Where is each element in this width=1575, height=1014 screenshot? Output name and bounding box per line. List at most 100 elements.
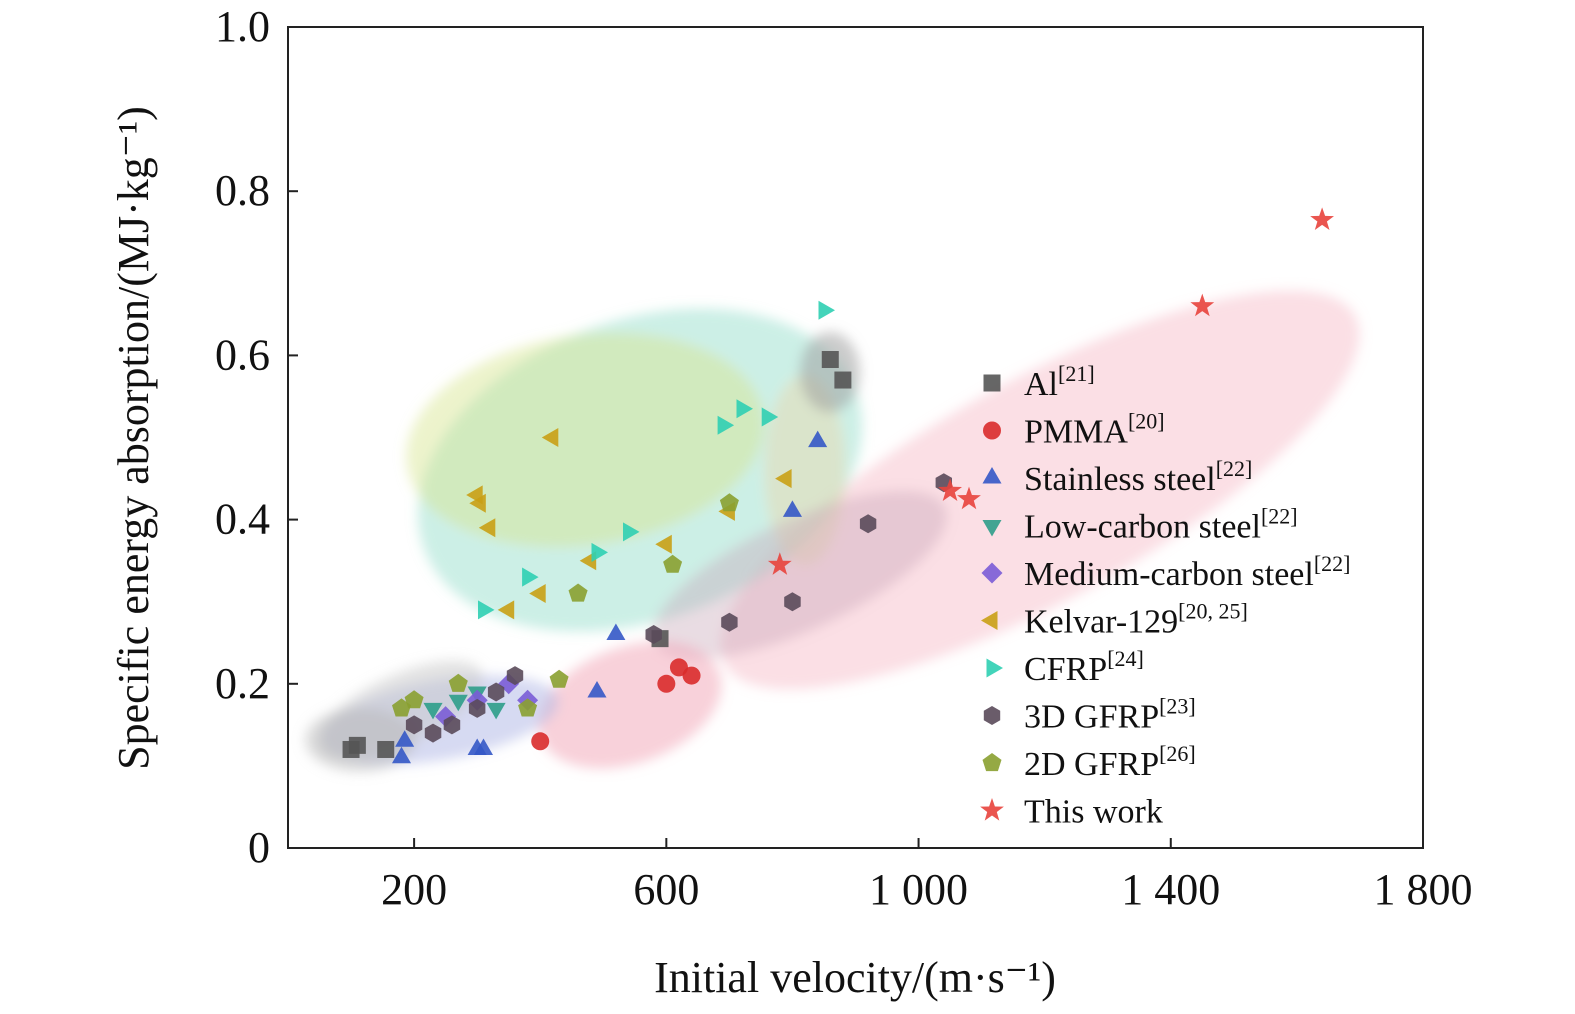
legend-marker (983, 706, 1001, 725)
data-point (761, 407, 779, 427)
legend-marker (981, 562, 1003, 584)
data-point (531, 732, 550, 751)
data-point (938, 478, 962, 501)
series-2d-gfrp (392, 493, 739, 717)
data-point (782, 500, 802, 517)
data-point (392, 746, 411, 764)
data-point (404, 690, 424, 709)
series-kelvar-129 (466, 428, 792, 620)
data-point (478, 518, 496, 538)
data-point (859, 514, 877, 534)
legend-marker (983, 374, 1001, 392)
data-point (657, 674, 676, 693)
x-tick-label: 1 800 (1374, 865, 1473, 914)
legend-reference: [22] (1261, 504, 1298, 529)
legend-marker (983, 421, 1001, 440)
legend-reference: [22] (1314, 551, 1351, 576)
legend-marker (982, 520, 1002, 537)
data-point (767, 552, 792, 575)
legend-item: CFRP[24] (986, 646, 1144, 688)
x-axis-title: Initial velocity/(m·s⁻¹) (654, 953, 1056, 1002)
axis-ticks: 200 600 1 000 1 400 1 800 0 0.2 0.4 0.6 0.8 1.0 (215, 2, 1473, 914)
legend-label: CFRP[24] (1024, 646, 1144, 688)
data-point (423, 702, 443, 720)
legend-reference: [24] (1107, 646, 1144, 671)
y-tick-label: 0.2 (215, 659, 270, 708)
x-tick-label: 600 (633, 865, 699, 914)
data-point (405, 715, 423, 735)
data-point (486, 702, 506, 720)
data-point (478, 600, 495, 620)
y-tick-label: 0.4 (215, 495, 270, 544)
legend-item: 3D GFRP[23] (983, 694, 1196, 736)
legend-item: 2D GFRP[26] (982, 741, 1196, 783)
data-point (957, 486, 981, 510)
data-point (473, 738, 493, 755)
legend-label: This work (1024, 794, 1163, 831)
series-cfrp (478, 300, 835, 620)
legend-item: Low-carbon steel[22] (982, 504, 1298, 546)
data-point (623, 522, 640, 542)
data-point (377, 740, 395, 758)
data-points (342, 207, 1334, 764)
x-tick-label: 200 (381, 865, 447, 914)
data-point (606, 623, 626, 640)
legend-label: 3D GFRP[23] (1024, 694, 1196, 736)
legend-marker (982, 753, 1002, 772)
legend-item: Medium-carbon steel[22] (981, 551, 1351, 593)
data-point (518, 698, 538, 717)
series-al (342, 351, 852, 758)
data-point (448, 673, 468, 692)
data-point (469, 493, 486, 513)
legend-marker (982, 467, 1002, 484)
data-point (529, 584, 546, 603)
legend-reference: [21] (1058, 361, 1095, 386)
data-point (645, 625, 662, 644)
y-tick-label: 1.0 (215, 2, 270, 51)
data-point (541, 428, 559, 447)
data-point (392, 698, 411, 717)
data-point (808, 430, 828, 448)
data-point (424, 723, 442, 743)
data-point (497, 600, 515, 620)
legend-label: Low-carbon steel[22] (1024, 504, 1298, 546)
series-3d-gfrp (405, 473, 952, 743)
series-low-carbon-steel (423, 686, 506, 720)
data-point (1190, 293, 1215, 317)
legend-reference: [20] (1128, 409, 1165, 434)
data-point (834, 371, 852, 389)
legend-label: 2D GFRP[26] (1024, 741, 1196, 783)
data-point (818, 300, 835, 320)
x-tick-label: 1 400 (1121, 865, 1220, 914)
data-point (821, 351, 839, 369)
data-point (663, 554, 683, 573)
data-point (448, 694, 468, 712)
data-point (395, 730, 415, 747)
legend-item: Stainless steel[22] (982, 456, 1252, 498)
data-point (775, 469, 792, 489)
y-tick-label: 0 (248, 823, 270, 872)
legend-reference: [26] (1159, 741, 1196, 766)
data-point (719, 493, 739, 512)
x-tick-label: 1 000 (869, 865, 968, 914)
y-axis-title: Specific energy absorption/(MJ·kg⁻¹) (109, 106, 158, 770)
legend-label: Medium-carbon steel[22] (1024, 551, 1351, 593)
legend-reference: [23] (1159, 694, 1196, 719)
y-tick-label: 0.6 (215, 330, 270, 379)
data-point (717, 415, 735, 435)
legend: Al[21]PMMA[20]Stainless steel[22]Low-car… (980, 361, 1351, 831)
series-stainless-steel (392, 430, 828, 764)
legend-label: Stainless steel[22] (1024, 456, 1252, 498)
legend-reference: [20, 25] (1178, 599, 1248, 624)
data-point (443, 715, 461, 735)
data-point (784, 592, 801, 612)
plot-frame (287, 26, 1424, 849)
legend-item: This work (980, 794, 1163, 831)
legend-reference: [22] (1216, 456, 1253, 481)
series-pmma (531, 658, 701, 751)
data-point (736, 399, 753, 419)
data-point (721, 612, 738, 632)
data-point (522, 567, 539, 587)
data-point (549, 669, 569, 688)
data-point (468, 698, 486, 718)
